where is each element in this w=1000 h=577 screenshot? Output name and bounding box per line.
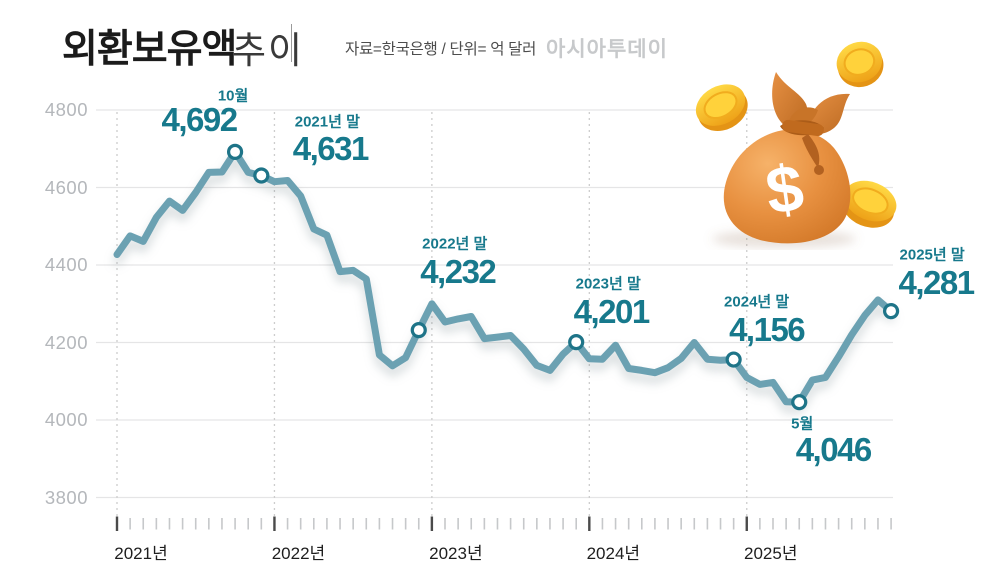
annotation-period-label: 2021년 말	[294, 113, 360, 131]
y-axis-label: 4400	[44, 254, 88, 275]
y-axis-label: 4800	[44, 99, 88, 120]
annotation-value-label: 4,281	[898, 264, 976, 302]
coin-icon	[695, 84, 748, 131]
data-point-marker	[226, 143, 244, 160]
data-point-marker	[725, 351, 742, 368]
annotation-period-label: 2022년 말	[422, 235, 488, 253]
y-axis-label: 4600	[44, 176, 88, 198]
x-axis-year-label: 2023년	[429, 544, 483, 563]
data-point-marker	[410, 322, 427, 339]
coin-icon	[836, 41, 884, 88]
data-point-marker	[882, 303, 900, 320]
y-axis-label: 3800	[44, 486, 88, 508]
money-bag-illustration: $	[695, 41, 897, 248]
fx-reserves-series-line	[113, 148, 895, 406]
x-axis-year-label: 2021년	[114, 544, 168, 563]
page-title: 외환보유액	[62, 28, 237, 71]
y-axis-label: 4200	[44, 331, 88, 353]
annotation-value-label: 4,692	[161, 100, 239, 138]
bag-knot	[780, 119, 824, 175]
page-title-sub: 추이	[232, 30, 305, 71]
annotation-value-label: 4,201	[573, 293, 651, 331]
annotation-value-label: 4,046	[795, 431, 873, 469]
y-axis-label: 4000	[44, 409, 88, 430]
annotation-value-label: 4,232	[420, 253, 497, 291]
source-note: 자료=한국은행 / 단위= 억 달러	[345, 41, 537, 58]
data-point-marker	[791, 394, 808, 411]
annotation-value-label: 4,156	[729, 310, 806, 348]
header: 외환보유액 추이 자료=한국은행 / 단위= 억 달러 아시아투데이	[0, 0, 1000, 71]
annotation-period-label: 2024년 말	[724, 293, 790, 311]
annotation-period-label: 5월	[791, 415, 814, 433]
annotation-period-label: 10월	[217, 87, 249, 105]
title-divider	[291, 24, 292, 62]
annotation-value-label: 4,631	[292, 130, 370, 168]
data-point-marker	[253, 167, 270, 184]
publisher-logo: 아시아투데이	[546, 38, 668, 61]
x-axis-year-label: 2024년	[586, 544, 641, 563]
data-point-marker	[568, 334, 585, 351]
x-axis-year-label: 2022년	[271, 544, 326, 563]
x-axis-year-label: 2025년	[744, 544, 798, 563]
coin-icon	[841, 180, 897, 228]
annotation-period-label: 2025년 말	[899, 246, 965, 264]
annotation-period-label: 2023년 말	[575, 275, 641, 293]
